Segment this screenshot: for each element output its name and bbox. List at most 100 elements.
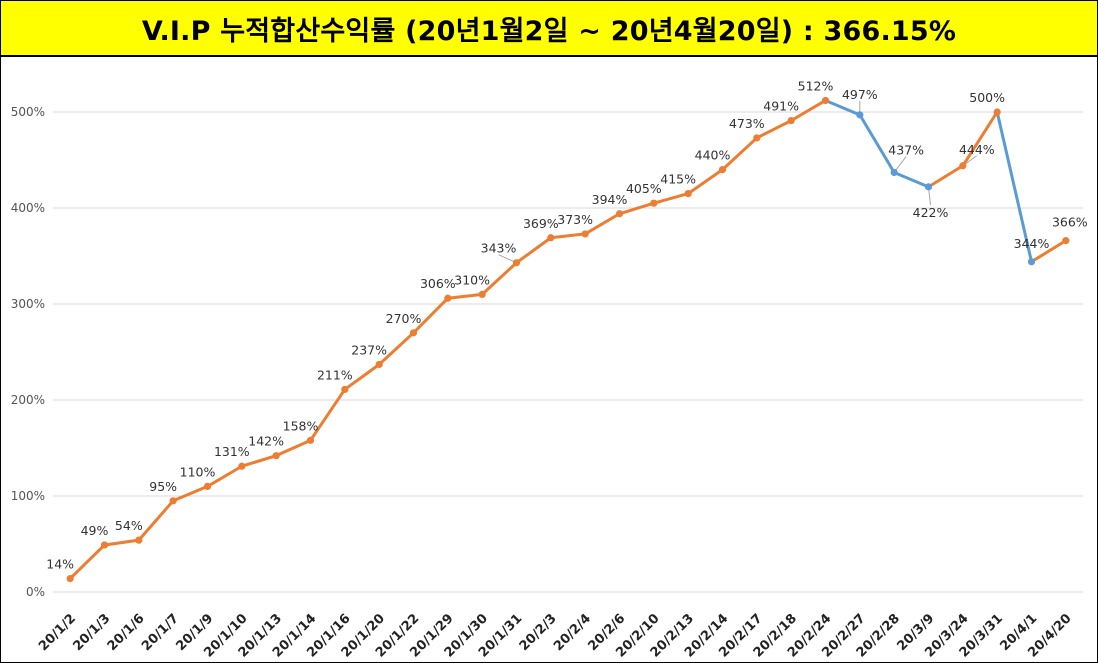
data-point (1062, 237, 1070, 245)
data-point (341, 385, 349, 394)
y-tick-label: 300% (11, 297, 45, 311)
data-label: 512% (798, 78, 834, 93)
series-segment (68, 543, 106, 581)
series-segment (618, 201, 656, 216)
data-label: 270% (386, 311, 422, 326)
data-point (581, 230, 589, 238)
data-label: 344% (1014, 236, 1050, 251)
data-label: 237% (351, 342, 387, 357)
data-label: 366% (1052, 215, 1088, 230)
data-point (993, 108, 1001, 116)
series-points (66, 96, 1070, 583)
data-point (100, 541, 109, 549)
data-label: 373% (557, 212, 593, 227)
series-segment (480, 261, 518, 296)
data-label: 310% (454, 272, 490, 287)
series-segment (686, 168, 724, 196)
data-label: 95% (149, 479, 177, 494)
data-label: 440% (695, 148, 731, 163)
chart-title: V.I.P 누적합산수익률 (20년1월2일 ~ 20년4월20일) : 366… (141, 15, 957, 47)
data-point (169, 497, 177, 505)
series-segment (515, 236, 553, 265)
x-tick-label: 20/1/3 (70, 611, 113, 654)
series-segment (446, 292, 484, 300)
data-point (753, 134, 761, 142)
data-point (375, 360, 383, 369)
x-axis: 20/1/220/1/320/1/620/1/720/1/920/1/1020/… (36, 611, 1075, 660)
series-segment (755, 119, 793, 140)
data-point (821, 96, 830, 105)
series-segment (824, 98, 862, 117)
series-segment (583, 212, 621, 236)
series-segment (721, 136, 759, 172)
data-label: 54% (115, 518, 143, 533)
series-segment (240, 454, 278, 468)
data-point (135, 536, 143, 544)
series-segment (789, 98, 827, 123)
series-segment (377, 331, 415, 366)
data-label: 497% (842, 87, 878, 102)
title-bar: V.I.P 누적합산수익률 (20년1월2일 ~ 20년4월20일) : 366… (1, 1, 1097, 57)
data-point (718, 166, 727, 174)
data-point (306, 436, 315, 444)
series-segment (652, 192, 690, 205)
grid-lines (53, 111, 1083, 593)
x-tick-label: 20/2/3 (517, 611, 560, 654)
series-segment (343, 362, 381, 391)
series-segment (892, 170, 930, 189)
data-label: 369% (523, 216, 559, 231)
data-point (203, 482, 212, 490)
data-point (409, 329, 418, 337)
data-label: 500% (969, 90, 1005, 105)
y-axis: 0% 100% 200% 300% 400% 500% (11, 105, 45, 599)
data-label: 158% (283, 418, 319, 433)
data-point (444, 294, 452, 302)
series-segment (412, 296, 450, 335)
series-segment (995, 110, 1033, 264)
data-label: 14% (46, 557, 74, 572)
data-point (272, 452, 280, 460)
data-point (478, 290, 486, 298)
data-point (959, 162, 967, 170)
y-tick-label: 0% (26, 585, 45, 599)
data-point (684, 190, 692, 198)
data-label: 444% (959, 142, 995, 157)
series-segment (858, 113, 896, 174)
series-segment (171, 484, 209, 503)
data-point (924, 183, 933, 191)
series-segment (137, 499, 175, 542)
x-tick-label: 20/1/7 (139, 611, 182, 654)
data-point (238, 462, 246, 470)
series-segment (274, 438, 312, 458)
series-segment (549, 232, 587, 240)
data-point (547, 234, 555, 242)
data-label: 211% (317, 367, 353, 382)
data-label: 405% (626, 181, 662, 196)
data-label: 131% (214, 444, 250, 459)
line-chart: 0%100%200%300%400%500% 20/1/220/1/320/1/… (11, 78, 1088, 660)
data-label: 49% (81, 523, 109, 538)
data-point (1027, 258, 1036, 266)
series-segment (103, 538, 141, 547)
data-point (787, 117, 795, 125)
data-label: 110% (180, 464, 216, 479)
x-tick-label: 20/1/6 (105, 611, 148, 654)
data-label: 491% (763, 99, 799, 114)
data-label: 415% (660, 172, 696, 187)
series-segment (309, 387, 347, 442)
data-label: 394% (592, 192, 628, 207)
y-tick-label: 100% (11, 489, 45, 503)
series-segment (206, 464, 244, 488)
x-tick-label: 20/1/2 (36, 611, 79, 654)
x-tick-label: 20/2/4 (551, 611, 594, 654)
data-labels: 14% 49% 54% 95%110% 131%142%158% 211% 237% 270%… (46, 78, 1088, 571)
y-tick-label: 500% (11, 105, 45, 119)
data-label: 473% (729, 116, 765, 131)
data-point (66, 574, 74, 583)
y-tick-label: 200% (11, 393, 45, 407)
data-label: 422% (913, 205, 949, 220)
data-point (615, 210, 624, 218)
data-label: 142% (248, 434, 284, 449)
data-point (890, 168, 898, 177)
